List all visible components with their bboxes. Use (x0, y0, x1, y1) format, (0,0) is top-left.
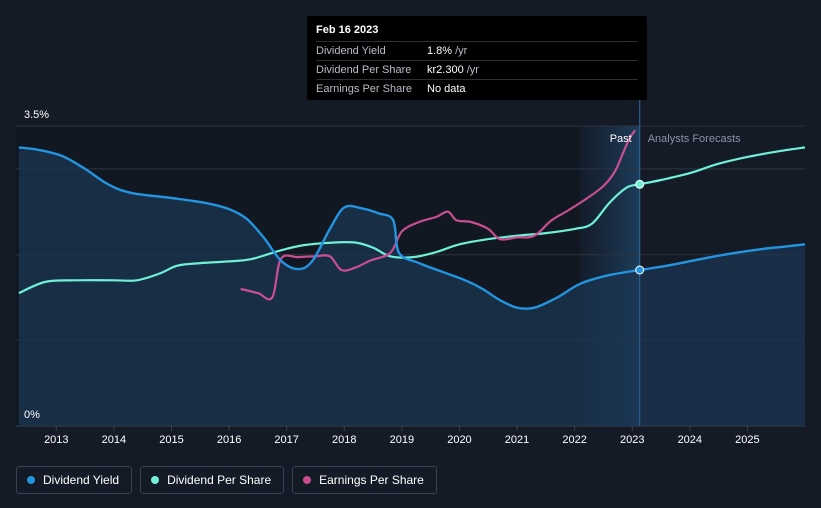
tooltip-value: No data (427, 83, 466, 95)
x-tick-label: 2018 (332, 434, 356, 446)
legend-dot-icon (151, 476, 160, 484)
y-axis-max-label: 3.5% (24, 109, 49, 121)
x-tick-label: 2023 (620, 434, 644, 446)
legend-item-dividend-per-share[interactable]: Dividend Per Share (140, 466, 285, 494)
legend-item-dividend-yield[interactable]: Dividend Yield (16, 466, 133, 494)
tooltip-row-dividend-yield: Dividend Yield 1.8% /yr (316, 41, 638, 60)
tooltip-row-dividend-per-share: Dividend Per Share kr2.300 /yr (316, 60, 638, 79)
dividend-per-share-current-point[interactable] (635, 179, 645, 189)
x-axis: 2013 2014 2015 2016 2017 2018 2019 2020 2021 2022… (44, 426, 760, 446)
tooltip-unit: /yr (455, 45, 468, 57)
x-tick-label: 2020 (447, 434, 471, 446)
x-tick-label: 2021 (505, 434, 529, 446)
legend-label: Dividend Per Share (167, 473, 272, 487)
x-tick-label: 2015 (159, 434, 183, 446)
tooltip-label: Earnings Per Share (316, 83, 412, 95)
legend: Dividend Yield Dividend Per Share Earnin… (16, 466, 437, 494)
x-tick-label: 2014 (102, 434, 126, 446)
legend-item-earnings-per-share[interactable]: Earnings Per Share (292, 466, 437, 494)
legend-dot-icon (27, 476, 35, 484)
tooltip-unit: /yr (466, 64, 479, 76)
x-tick-label: 2017 (274, 434, 298, 446)
tooltip-row-earnings-per-share: Earnings Per Share No data (316, 79, 638, 98)
tooltip-label: Dividend Per Share (316, 64, 412, 76)
tooltip-value: kr2.300 (427, 64, 464, 76)
forecast-region-label: Analysts Forecasts (648, 133, 741, 145)
x-tick-label: 2022 (562, 434, 586, 446)
dividend-yield-current-point[interactable] (635, 265, 645, 275)
x-tick-label: 2025 (735, 434, 759, 446)
dividend-per-share-line[interactable] (18, 146, 806, 295)
past-region-label: Past (610, 133, 632, 145)
tooltip-value: 1.8% (427, 45, 453, 57)
legend-dot-icon (303, 476, 312, 484)
dividend-yield-area (18, 147, 805, 426)
legend-label: Earnings Per Share (319, 473, 424, 487)
tooltip-label: Dividend Yield (316, 45, 386, 57)
earnings-per-share-line[interactable] (240, 129, 636, 301)
tooltip-date: Feb 16 2023 (316, 24, 379, 36)
legend-label: Dividend Yield (43, 473, 120, 487)
x-tick-label: 2016 (217, 434, 241, 446)
x-tick-label: 2019 (390, 434, 414, 446)
x-tick-label: 2024 (678, 434, 702, 446)
x-tick-label: 2013 (44, 434, 68, 446)
tooltip: Feb 16 2023 Dividend Yield 1.8% /yr Divi… (307, 16, 647, 100)
y-axis-min-label: 0% (24, 409, 40, 421)
